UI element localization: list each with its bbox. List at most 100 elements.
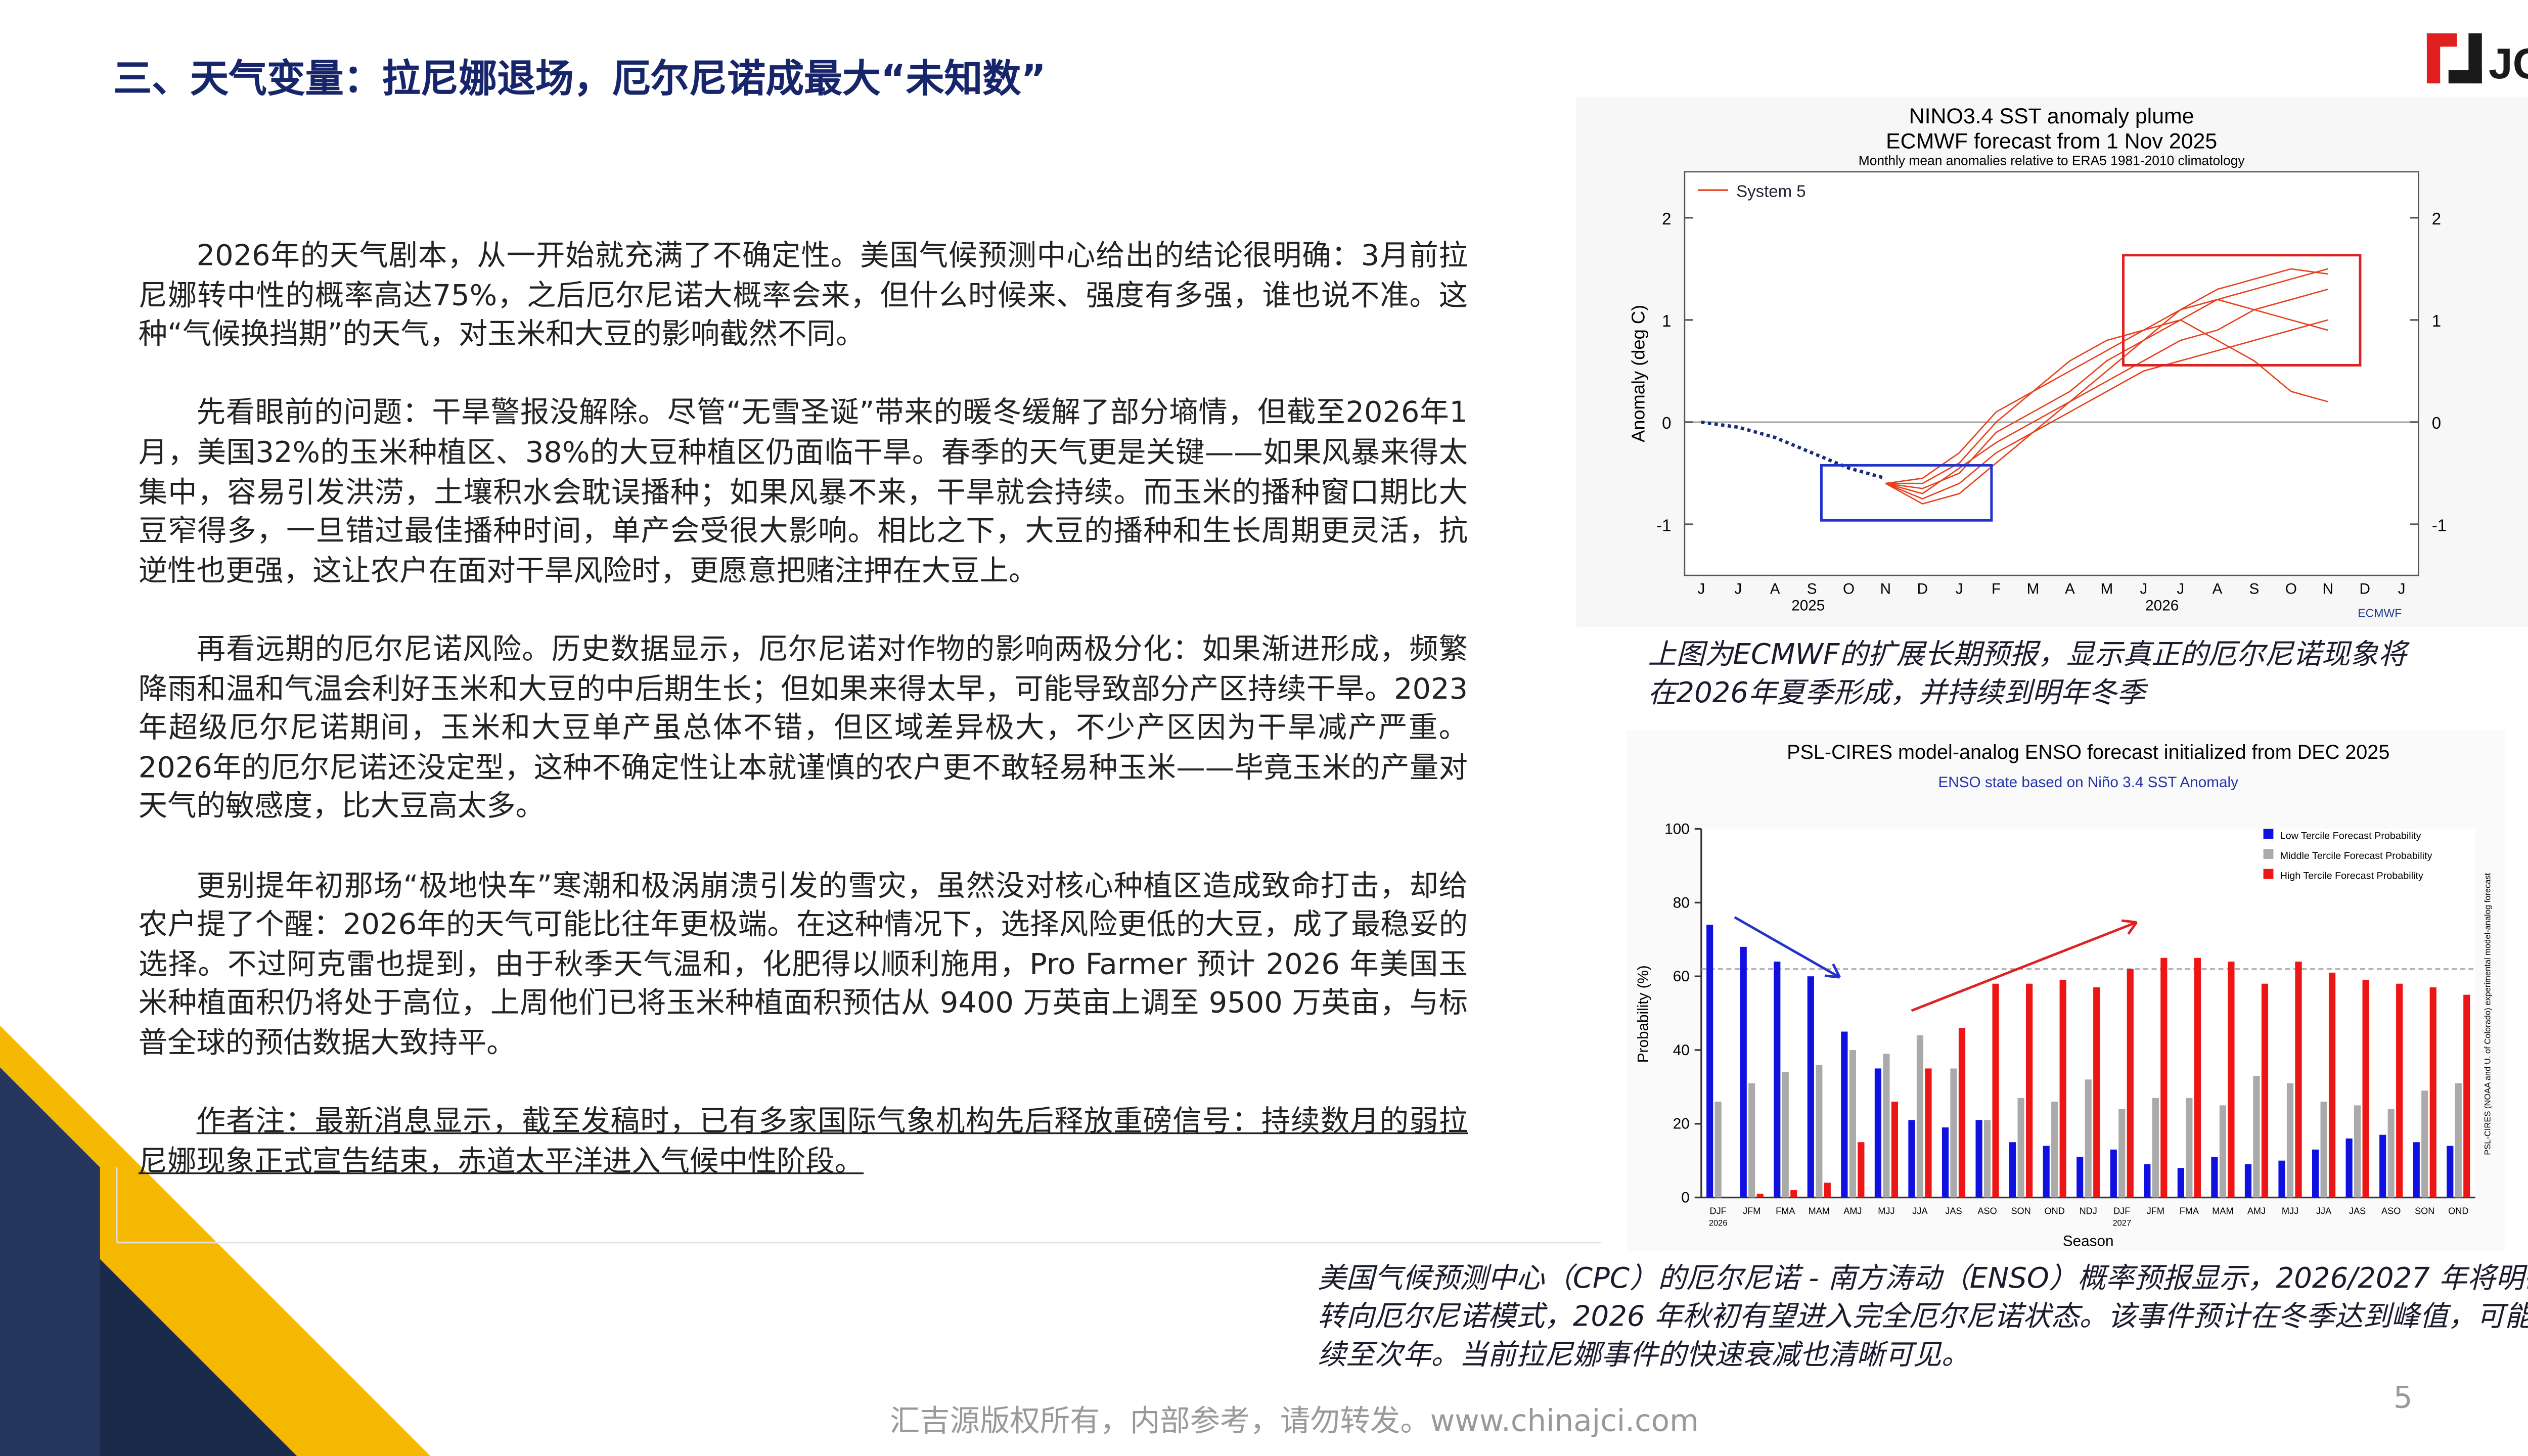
x-tick-label: JFM bbox=[2147, 1206, 2164, 1216]
bar bbox=[1740, 946, 1747, 1198]
year-label: 2026 bbox=[2145, 597, 2179, 614]
x-tick-label: J bbox=[1734, 580, 1742, 597]
bar bbox=[1916, 1035, 1924, 1198]
page-number: 5 bbox=[2393, 1381, 2413, 1416]
paragraph: 更别提年初那场“极地快车”寒潮和极涡崩溃引发的雪灾，虽然没对核心种植区造成致命打… bbox=[138, 870, 1468, 1061]
chart-subtitle: Monthly mean anomalies relative to ERA5 … bbox=[1859, 153, 2245, 168]
arrow bbox=[1734, 916, 1841, 979]
bar bbox=[2286, 1083, 2294, 1198]
bar bbox=[2152, 1098, 2159, 1198]
x-tick-label: AMJ bbox=[1843, 1206, 1862, 1216]
x-tick-label: S bbox=[1807, 580, 1817, 597]
paragraph: 先看眼前的问题：干旱警报没解除。尽管“无雪圣诞”带来的暖冬缓解了部分墒情，但截至… bbox=[138, 397, 1468, 588]
x-tick-label: ASO bbox=[1977, 1206, 1997, 1216]
legend-swatch bbox=[2263, 869, 2274, 879]
paragraph: 作者注：最新消息显示，截至发稿时，已有多家国际气象机构先后释放重磅信号：持续数月… bbox=[138, 1106, 1468, 1179]
x-tick-label: ASO bbox=[2381, 1206, 2401, 1216]
bar bbox=[2110, 1149, 2117, 1198]
bar bbox=[1790, 1190, 1797, 1198]
x-tick-label: OND bbox=[2448, 1206, 2468, 1216]
y-tick-label: 0 bbox=[1662, 414, 1671, 432]
bar bbox=[1807, 976, 1814, 1198]
bar bbox=[2194, 958, 2201, 1198]
member-line bbox=[1885, 319, 2328, 499]
member-line bbox=[1885, 299, 2328, 484]
chart-title: NINO3.4 SST anomaly plume bbox=[1909, 104, 2194, 128]
x-tick-label: J bbox=[2140, 580, 2147, 597]
x-tick-label: N bbox=[2323, 580, 2333, 597]
bar bbox=[2261, 983, 2269, 1198]
x-tick-label: NDJ bbox=[2080, 1206, 2097, 1216]
bar bbox=[1756, 1194, 1764, 1198]
chart-title: ECMWF forecast from 1 Nov 2025 bbox=[1886, 129, 2217, 154]
bar bbox=[2085, 1079, 2092, 1198]
bar bbox=[1774, 962, 1781, 1198]
bar bbox=[1891, 1102, 1899, 1198]
bar bbox=[1706, 925, 1713, 1198]
legend-label: Middle Tercile Forecast Probability bbox=[2280, 850, 2432, 861]
x-tick-label: OND bbox=[2045, 1206, 2065, 1216]
observed-line bbox=[1701, 420, 1886, 480]
y-tick-label: 0 bbox=[1681, 1190, 1690, 1206]
x-tick-label: D bbox=[2359, 580, 2370, 597]
x-tick-label: A bbox=[2065, 580, 2075, 597]
y-tick-label: 60 bbox=[1673, 968, 1690, 985]
chart-subtitle: ENSO state based on Niño 3.4 SST Anomaly bbox=[1938, 774, 2238, 791]
side-note: PSL-CIRES (NOAA and U. of Colorado) expe… bbox=[2483, 873, 2492, 1155]
bar bbox=[1714, 1102, 1722, 1198]
x-axis-label: Season bbox=[2063, 1233, 2114, 1249]
x-tick-label: N bbox=[1880, 580, 1891, 597]
bar bbox=[2244, 1164, 2252, 1198]
y-tick-label: 1 bbox=[2432, 311, 2441, 330]
x-tick-label: O bbox=[1843, 580, 1855, 597]
bar bbox=[2160, 958, 2168, 1198]
bar bbox=[2043, 1146, 2050, 1198]
bar bbox=[2228, 962, 2235, 1198]
x-tick-label: MJJ bbox=[2282, 1206, 2298, 1216]
footer: 汇吉源版权所有，内部参考，请勿转发。www.chinajci.com bbox=[889, 1404, 1699, 1439]
x-tick-label: DJF bbox=[2113, 1206, 2130, 1216]
member-line bbox=[1885, 268, 2328, 489]
bar bbox=[2295, 962, 2302, 1198]
bar bbox=[2387, 1109, 2395, 1198]
y-axis-label: Anomaly (deg C) bbox=[1628, 305, 1649, 442]
x-tick-label: MAM bbox=[1809, 1206, 1830, 1216]
bar bbox=[2186, 1098, 2193, 1198]
x-tick-label: F bbox=[1992, 580, 2001, 597]
x-tick-label: D bbox=[1917, 580, 1928, 597]
x-tick-label: FMA bbox=[2180, 1206, 2199, 1216]
bar bbox=[2328, 972, 2336, 1198]
x-tick-label: JJA bbox=[2316, 1206, 2332, 1216]
y-axis-label: Probability (%) bbox=[1635, 965, 1651, 1063]
arrow bbox=[1911, 919, 2138, 1012]
paragraph: 2026年的天气剧本，从一开始就充满了不确定性。美国气候预测中心给出的结论很明确… bbox=[138, 240, 1468, 352]
y-tick-label: 2 bbox=[2432, 209, 2441, 228]
bar bbox=[2447, 1146, 2454, 1198]
bar bbox=[2421, 1090, 2428, 1198]
bar bbox=[1958, 1028, 1966, 1198]
legend-swatch bbox=[2263, 829, 2274, 839]
bar bbox=[2026, 983, 2033, 1198]
highlight-box bbox=[1820, 464, 1993, 522]
bar bbox=[2379, 1134, 2386, 1198]
bar bbox=[2127, 969, 2134, 1198]
y-tick-label: 80 bbox=[1673, 894, 1690, 911]
bar bbox=[2413, 1142, 2420, 1198]
x-tick-label: JJA bbox=[1912, 1206, 1928, 1216]
bar bbox=[2463, 994, 2470, 1198]
x-tick-label: SON bbox=[2011, 1206, 2030, 1216]
y-tick-label: 1 bbox=[1662, 311, 1671, 330]
bar bbox=[1858, 1142, 1865, 1198]
x-tick-label: J bbox=[1697, 580, 1705, 597]
year-label: 2025 bbox=[1791, 597, 1825, 614]
x-tick-label: J bbox=[2177, 580, 2184, 597]
y-tick-label: -1 bbox=[2432, 516, 2447, 534]
x-tick-label: S bbox=[2249, 580, 2260, 597]
bar bbox=[1992, 983, 1999, 1198]
chart-title: PSL-CIRES model-analog ENSO forecast ini… bbox=[1787, 741, 2389, 763]
bar bbox=[2396, 983, 2403, 1198]
bar bbox=[1950, 1068, 1957, 1198]
bar bbox=[1874, 1068, 1882, 1198]
member-line bbox=[1885, 268, 2328, 505]
